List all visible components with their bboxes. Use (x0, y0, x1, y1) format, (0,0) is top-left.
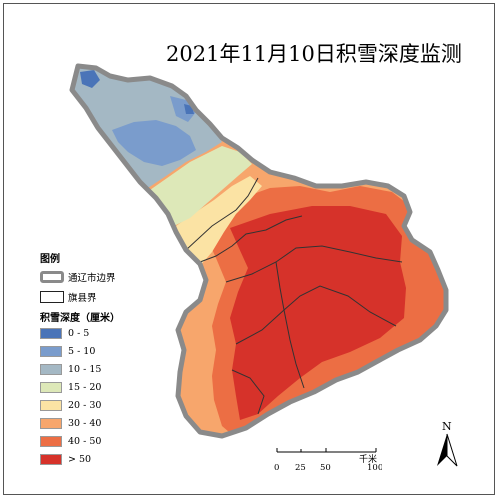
scale-tick-100: 100 (367, 463, 382, 473)
legend-class-row: > 50 (40, 454, 170, 465)
legend-banner-boundary: 旗县界 (40, 289, 170, 305)
legend-class-label: 15 - 20 (68, 382, 102, 393)
banner-boundary-label: 旗县界 (68, 293, 97, 304)
legend: 图例 通辽市边界 旗县界 积雪深度（厘米） 0 - 5 5 - 10 10 - 15… (40, 250, 170, 472)
class-area-5-10-b (170, 96, 196, 122)
banner-boundaries (185, 177, 403, 415)
scale-tick-50: 50 (320, 463, 331, 473)
banner-boundary-line-1 (199, 215, 303, 263)
banner-boundary-line-3 (225, 245, 403, 283)
legend-class-row: 5 - 10 (40, 346, 170, 357)
legend-class-label: 40 - 50 (68, 436, 102, 447)
banner-boundary-line-2 (185, 177, 259, 251)
legend-class-label: > 50 (68, 454, 92, 465)
north-arrow-icon: N (437, 420, 458, 467)
legend-class-label: 20 - 30 (68, 400, 102, 411)
legend-class-label: 5 - 10 (68, 346, 96, 357)
legend-class-swatch (40, 346, 62, 357)
class-list: 0 - 5 5 - 10 10 - 15 15 - 20 20 - 30 30 - 40 4… (40, 328, 170, 465)
legend-class-label: 10 - 15 (68, 364, 102, 375)
legend-class-label: 0 - 5 (68, 328, 90, 339)
class-area-0-5 (80, 70, 100, 88)
scale-unit: 千米 (359, 453, 377, 465)
legend-class-swatch (40, 436, 62, 447)
legend-heading: 图例 (40, 254, 60, 265)
legend-class-swatch (40, 382, 62, 393)
map-title: 2021年11月10日积雪深度监测 (166, 42, 462, 66)
banner-boundary-swatch (40, 291, 64, 303)
classes-heading: 积雪深度（厘米） (40, 313, 120, 324)
banner-boundary-line-4 (235, 285, 397, 345)
legend-class-swatch (40, 418, 62, 429)
legend-class-swatch (40, 400, 62, 411)
banner-boundary-line-5 (283, 309, 305, 389)
north-label: N (442, 420, 452, 433)
legend-city-boundary: 通辽市边界 (40, 269, 170, 285)
legend-class-swatch (40, 454, 62, 465)
legend-class-row: 20 - 30 (40, 400, 170, 411)
banner-boundary-line-6 (231, 369, 265, 415)
city-boundary-label: 通辽市边界 (68, 273, 116, 284)
scale-tick-0: 0 (274, 463, 279, 473)
legend-class-row: 10 - 15 (40, 364, 170, 375)
city-boundary-swatch (40, 271, 64, 283)
legend-class-row: 0 - 5 (40, 328, 170, 339)
legend-class-row: 15 - 20 (40, 382, 170, 393)
legend-class-swatch (40, 364, 62, 375)
legend-class-label: 30 - 40 (68, 418, 102, 429)
banner-boundary-line-7 (275, 261, 285, 311)
class-area-5-10 (112, 120, 196, 166)
scale-bar: 千米 0 25 50 100 (274, 448, 382, 473)
map-frame (3, 3, 495, 495)
legend-class-row: 40 - 50 (40, 436, 170, 447)
scale-tick-25: 25 (295, 463, 306, 473)
class-area-15-20 (150, 146, 252, 226)
legend-class-row: 30 - 40 (40, 418, 170, 429)
legend-class-swatch (40, 328, 62, 339)
